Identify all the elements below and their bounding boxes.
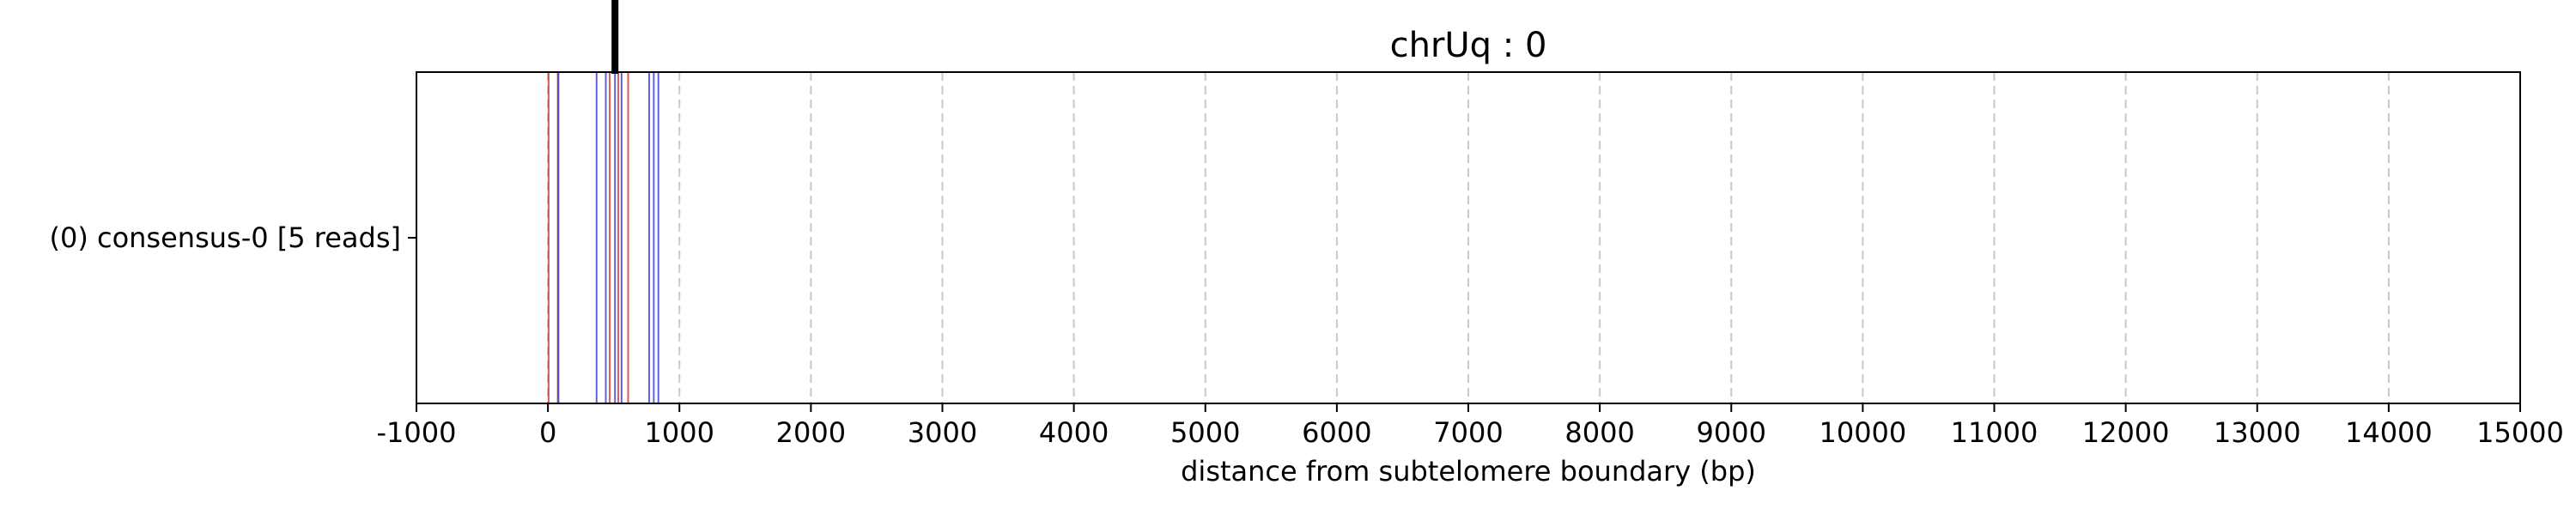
chart-title: chrUq : 0 (1390, 26, 1547, 65)
event-lines (547, 72, 659, 403)
x-tick-label: 13000 (2214, 416, 2301, 449)
x-tick-label: 7000 (1433, 416, 1503, 449)
x-tick-label: 1000 (645, 416, 714, 449)
x-tick-label: 10000 (1819, 416, 1906, 449)
x-tick-label: 12000 (2082, 416, 2170, 449)
x-tick-label: 5000 (1170, 416, 1240, 449)
x-tick-label: 14000 (2345, 416, 2433, 449)
y-axis: (0) consensus-0 [5 reads] (49, 221, 416, 254)
x-tick-label: 6000 (1302, 416, 1371, 449)
x-tick-label: 9000 (1697, 416, 1766, 449)
x-tick-label: 11000 (1951, 416, 2038, 449)
x-tick-label: -1000 (377, 416, 457, 449)
grid (547, 72, 2390, 403)
y-tick-label: (0) consensus-0 [5 reads] (49, 221, 401, 254)
x-tick-label: 2000 (776, 416, 846, 449)
x-tick-label: 0 (539, 416, 556, 449)
x-tick-label: 15000 (2476, 416, 2564, 449)
x-tick-label: 3000 (908, 416, 977, 449)
x-axis: -1000 0 1000 2000 3000 4000 5000 6000 7000 8000 90… (377, 403, 2564, 449)
x-axis-label: distance from subtelomere boundary (bp) (1181, 455, 1756, 488)
x-tick-label: 4000 (1039, 416, 1109, 449)
x-tick-label: 8000 (1564, 416, 1634, 449)
